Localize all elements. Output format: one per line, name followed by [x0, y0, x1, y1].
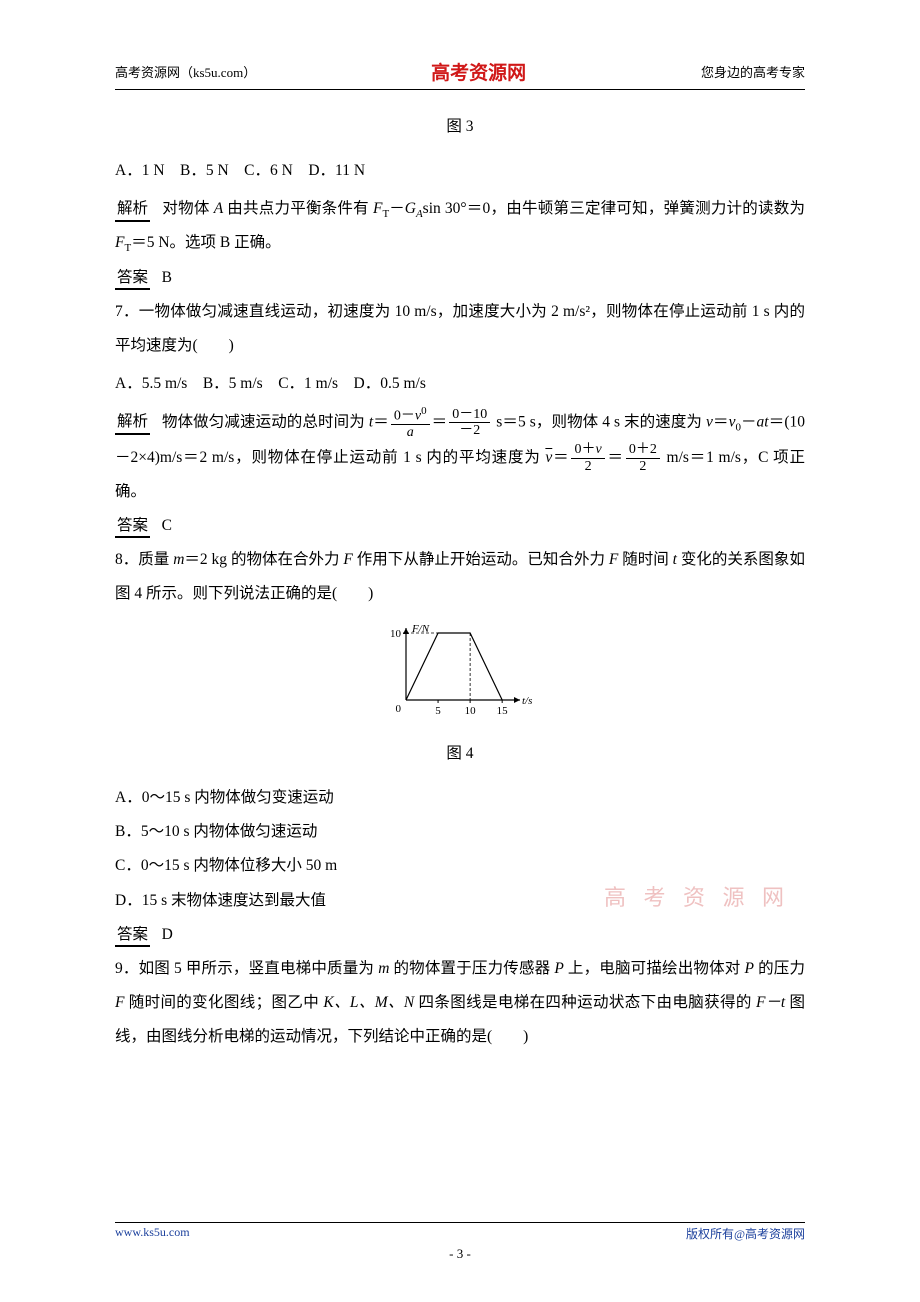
- var-P2: P: [745, 960, 754, 977]
- footer-left: www.ks5u.com: [115, 1225, 190, 1242]
- figure-4-chart: F/Nt/s10051015 图 4: [115, 623, 805, 771]
- q8-stem: 8．质量 m＝2 kg 的物体在合外力 F 作用下从静止开始运动。已知合外力 F…: [115, 543, 805, 611]
- q9-stem: 9．如图 5 甲所示，竖直电梯中质量为 m 的物体置于压力传感器 P 上，电脑可…: [115, 952, 805, 1054]
- q6-analysis: 解析 对物体 A 由共点力平衡条件有 FT－GAsin 30°＝0，由牛顿第三定…: [115, 192, 805, 261]
- watermark: 高 考 资 源 网: [604, 880, 790, 912]
- q9-s6: 四条图线是电梯在四种运动状态下由电脑获得的: [414, 994, 756, 1011]
- q6-analysis-text-2: 由共点力平衡条件有: [227, 200, 373, 217]
- q8-answer-value: D: [162, 926, 173, 943]
- var-at: at: [757, 413, 769, 430]
- q8-s4: 随时间: [618, 551, 672, 568]
- var-GA: G: [405, 200, 416, 217]
- var-Ft: F－t: [756, 994, 785, 1011]
- q8-s2: ＝2 kg 的物体在合外力: [184, 551, 343, 568]
- chart-svg: F/Nt/s10051015: [378, 623, 543, 718]
- q6-answer-value: B: [162, 269, 172, 286]
- sub-T: T: [382, 208, 389, 220]
- q9-s3: 上，电脑可描绘出物体对: [564, 960, 745, 977]
- footer-right: 版权所有@高考资源网: [686, 1225, 805, 1242]
- q7-stem: 7．一物体做匀减速直线运动，初速度为 10 m/s，加速度大小为 2 m/s²，…: [115, 295, 805, 363]
- var-v: v: [706, 413, 713, 430]
- analysis-label: 解析: [115, 411, 150, 435]
- page-footer: www.ks5u.com 版权所有@高考资源网 - 3 -: [115, 1222, 805, 1262]
- q8-s3: 作用下从静止开始运动。已知合外力: [353, 551, 609, 568]
- frac-4: 0＋22: [626, 442, 660, 474]
- frac-1: 0－v0a: [391, 405, 430, 440]
- header-left: 高考资源网（ks5u.com）: [115, 62, 256, 81]
- q8-s1: 8．质量: [115, 551, 173, 568]
- analysis-label: 解析: [115, 198, 150, 222]
- figure-4-label: 图 4: [115, 737, 805, 771]
- frac-2: 0－10－2: [449, 407, 490, 439]
- q9-s1: 9．如图 5 甲所示，竖直电梯中质量为: [115, 960, 378, 977]
- q6-analysis-text-4: ＝5 N。选项 B 正确。: [131, 234, 280, 251]
- q8-optB: B．5～10 s 内物体做匀速运动: [115, 815, 805, 849]
- figure-3-label: 图 3: [115, 110, 805, 144]
- footer-page-number: - 3 -: [115, 1246, 805, 1262]
- q9-s2: 的物体置于压力传感器: [389, 960, 554, 977]
- answer-label: 答案: [115, 515, 150, 539]
- svg-text:10: 10: [464, 705, 476, 717]
- q6-analysis-text-1: 对物体: [162, 200, 213, 217]
- header-center-logo: 高考资源网: [431, 58, 526, 85]
- q6-analysis-text-3: sin 30°＝0，由牛顿第三定律可知，弹簧测力计的读数为: [423, 200, 805, 217]
- var-v0: v: [729, 413, 736, 430]
- svg-text:0: 0: [395, 703, 401, 715]
- q7-answer-value: C: [162, 517, 172, 534]
- q7-a2: s＝5 s，则物体 4 s 末的速度为: [492, 413, 706, 430]
- q6-answer: 答案 B: [115, 261, 805, 295]
- q6-options: A．1 N B．5 N C．6 N D．11 N: [115, 154, 805, 188]
- var-F: F: [343, 551, 352, 568]
- q8-answer: 答案 D: [115, 918, 805, 952]
- var-m2: m: [378, 960, 389, 977]
- svg-text:t/s: t/s: [522, 695, 532, 707]
- q7-analysis: 解析 物体做匀减速运动的总时间为 t＝0－v0a＝0－10－2 s＝5 s，则物…: [115, 405, 805, 509]
- q7-a1: 物体做匀减速运动的总时间为: [162, 413, 369, 430]
- answer-label: 答案: [115, 924, 150, 948]
- footer-line: www.ks5u.com 版权所有@高考资源网: [115, 1222, 805, 1242]
- document-body: 图 3 A．1 N B．5 N C．6 N D．11 N 解析 对物体 A 由共…: [115, 110, 805, 1054]
- frac-3: 0＋v2: [571, 442, 604, 474]
- q7-answer: 答案 C: [115, 509, 805, 543]
- q9-s4: 的压力: [754, 960, 805, 977]
- svg-text:10: 10: [390, 628, 402, 640]
- page-header: 高考资源网（ks5u.com） 高考资源网 您身边的高考专家: [115, 58, 805, 90]
- answer-label: 答案: [115, 267, 150, 291]
- header-right: 您身边的高考专家: [701, 62, 805, 81]
- sub-A: A: [416, 208, 423, 220]
- var-A: A: [214, 200, 223, 217]
- q7-options: A．5.5 m/s B．5 m/s C．1 m/s D．0.5 m/s: [115, 367, 805, 401]
- var-KLMN: K、L、M、N: [323, 994, 414, 1011]
- var-vbar: v: [545, 449, 552, 466]
- q9-s5: 随时间的变化图线；图乙中: [124, 994, 323, 1011]
- q8-optA: A．0～15 s 内物体做匀变速运动: [115, 781, 805, 815]
- sub-0: 0: [736, 422, 742, 434]
- svg-text:5: 5: [435, 705, 441, 717]
- var-t: t: [369, 413, 373, 430]
- var-F2: F: [609, 551, 618, 568]
- q8-optC: C．0～15 s 内物体位移大小 50 m: [115, 849, 805, 883]
- var-m: m: [173, 551, 184, 568]
- var-P: P: [554, 960, 563, 977]
- svg-text:15: 15: [496, 705, 508, 717]
